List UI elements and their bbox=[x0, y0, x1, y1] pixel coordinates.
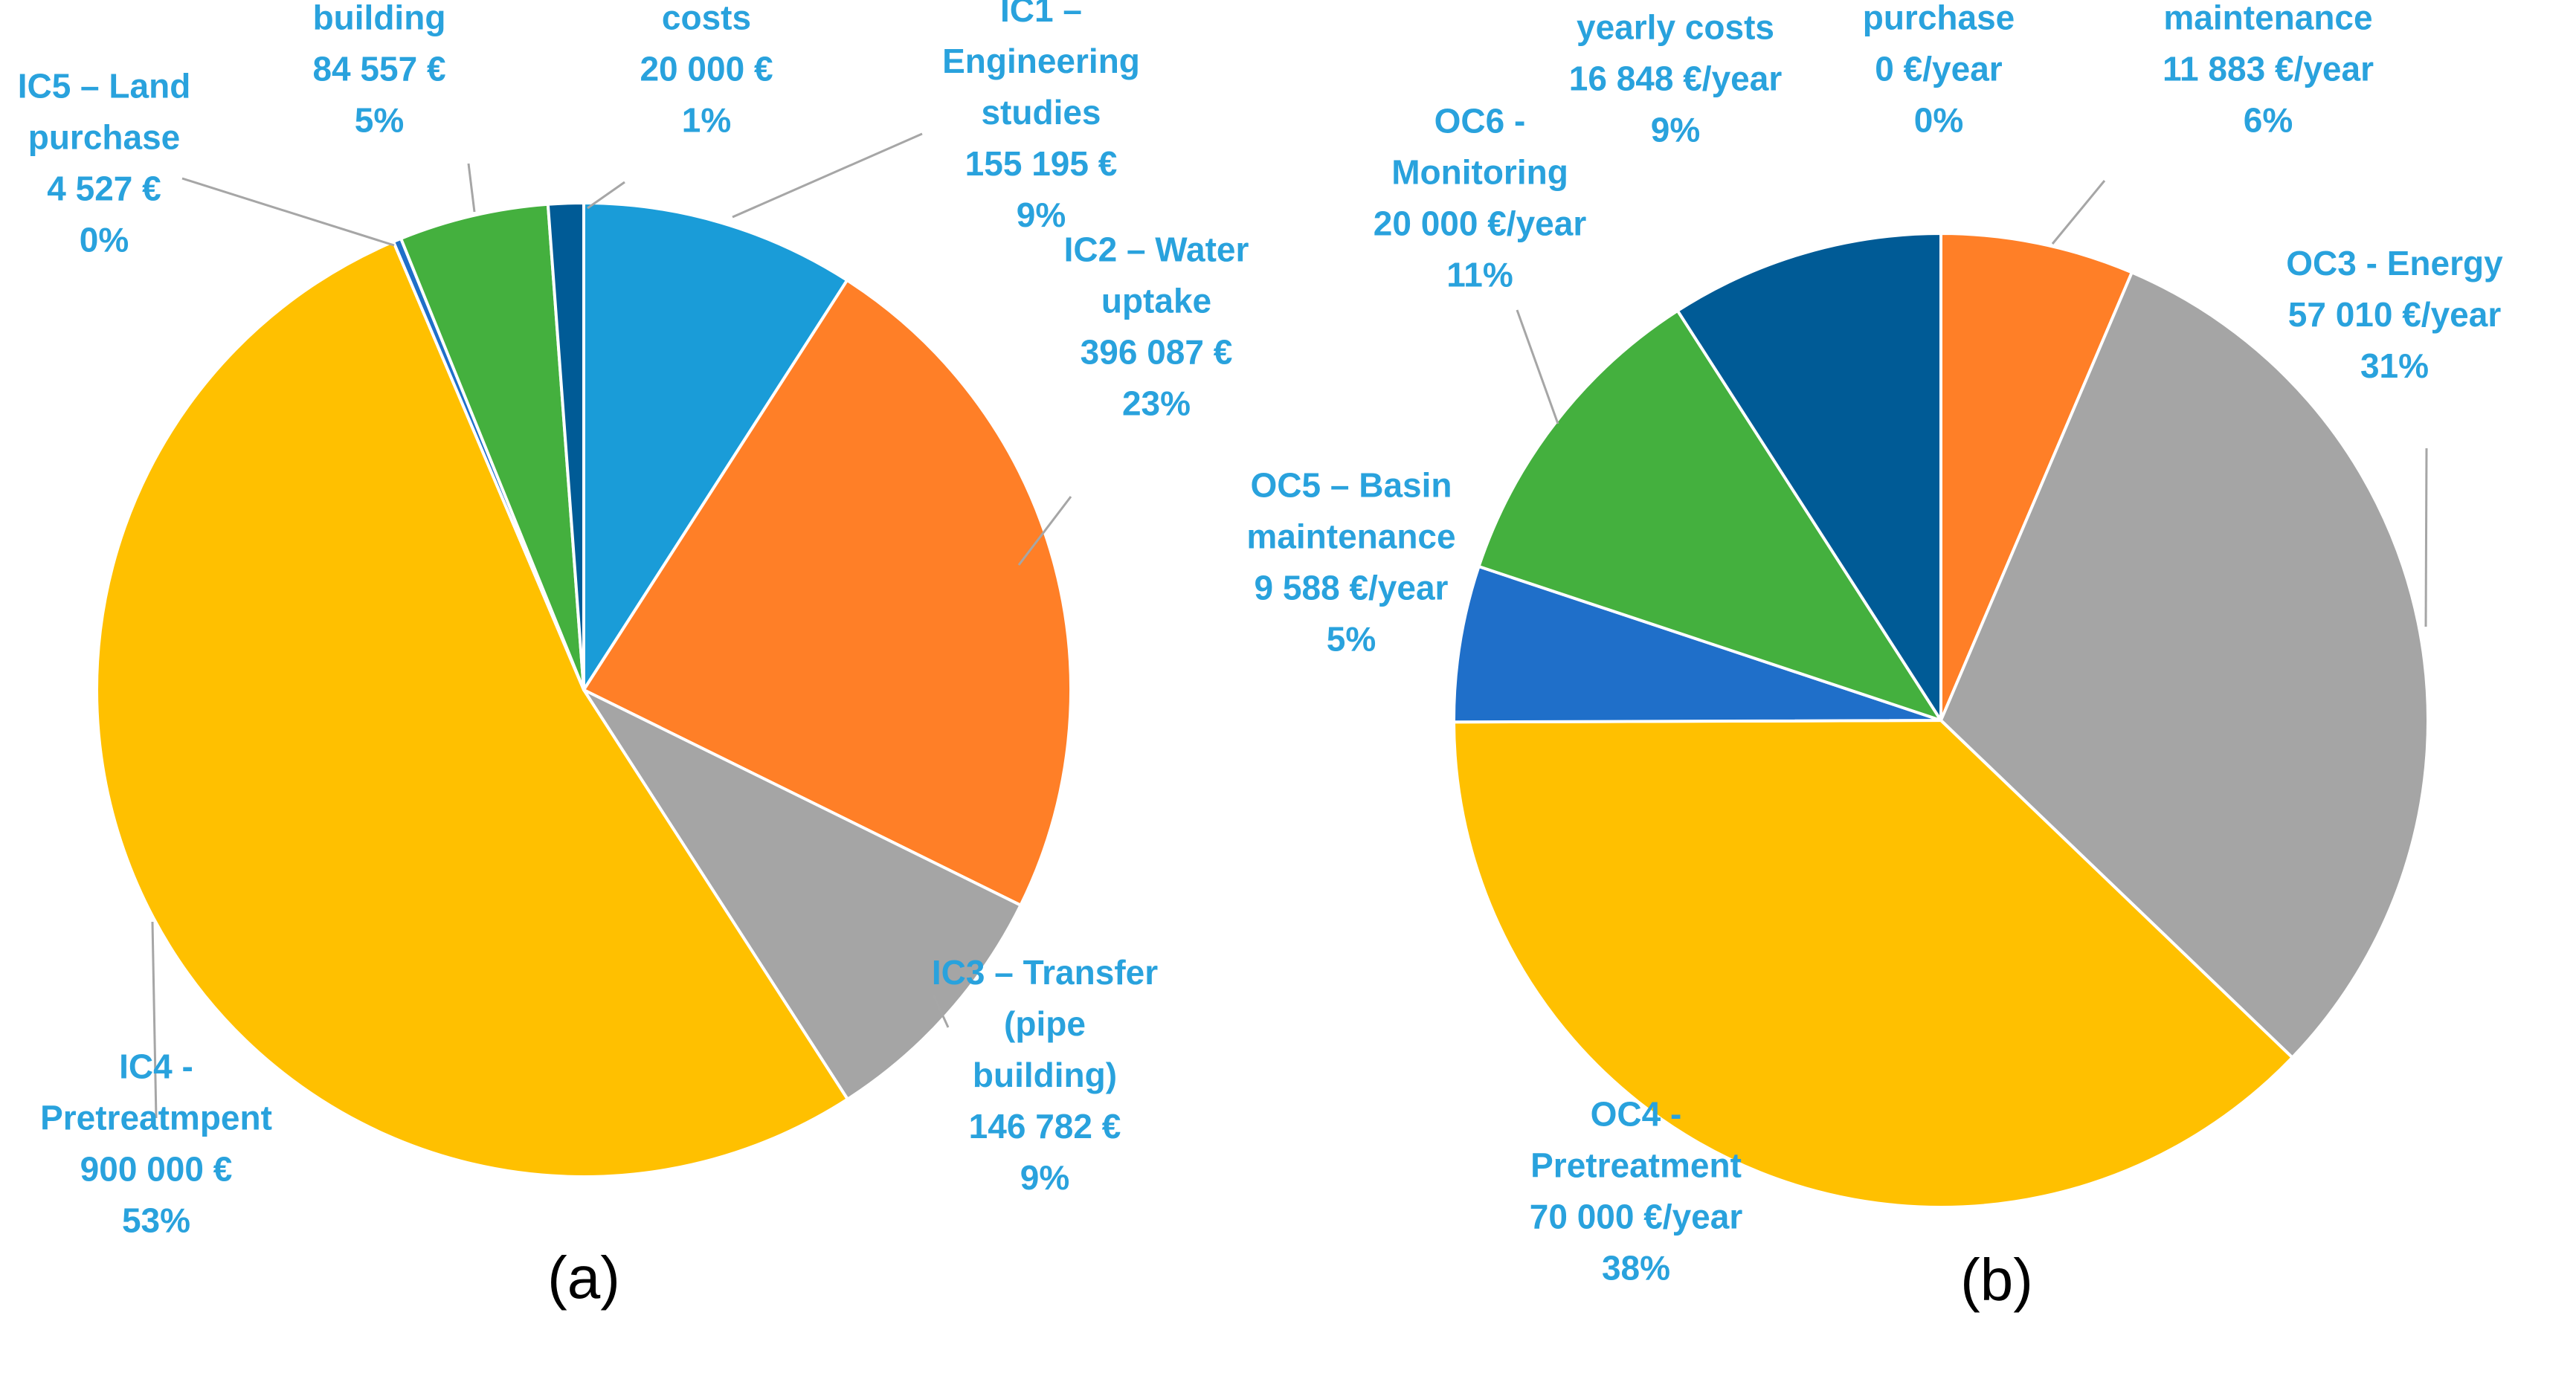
slice-name-line: Pretreatmpent bbox=[40, 1099, 272, 1137]
slice-value: 84 557 € bbox=[312, 50, 445, 88]
pie-slice-ic3 bbox=[582, 688, 1023, 1101]
slice-name-line: (pipe bbox=[1004, 1004, 1086, 1043]
slice-percent: 23% bbox=[1122, 384, 1191, 423]
chart-caption-b: (b) bbox=[1960, 1247, 2033, 1313]
slice-name-line: IC4 - bbox=[119, 1047, 193, 1086]
pie-slice-ic7 bbox=[546, 201, 585, 691]
leader-line-ic7 bbox=[587, 181, 625, 210]
slice-name-line: maintenance bbox=[2163, 0, 2372, 37]
slice-name-line: maintenance bbox=[1246, 517, 1455, 556]
slice-name-line: studies bbox=[981, 93, 1101, 132]
data-label-oc3: OC3 - Energy 57 010 €/year 31% bbox=[2286, 244, 2503, 385]
slice-value: 57 010 €/year bbox=[2288, 295, 2502, 334]
data-label-ic3: IC3 – Transfer (pipe building) 146 782 € 9% bbox=[932, 953, 1158, 1197]
slice-name-line: IC2 – Water bbox=[1064, 230, 1249, 269]
slice-name-line: uptake bbox=[1101, 282, 1211, 320]
leader-line-ic5 bbox=[181, 177, 395, 247]
pie-slice-oc5 bbox=[1452, 565, 1942, 724]
leader-line-ic1 bbox=[732, 132, 923, 219]
slice-name-line: OC6 - bbox=[1434, 102, 1526, 141]
pie-slice-oc2 bbox=[1939, 232, 2134, 722]
slice-name-line: IC1 – bbox=[1000, 0, 1082, 29]
slice-value: 900 000 € bbox=[80, 1150, 233, 1189]
slice-value: 155 195 € bbox=[965, 144, 1118, 183]
data-label-ic5: IC5 – Land purchase 4 527 € 0% bbox=[18, 67, 191, 259]
slice-value: 4 527 € bbox=[47, 169, 161, 208]
slice-name-line: purchase bbox=[1863, 0, 2015, 37]
pie-slice-ic6 bbox=[399, 202, 585, 691]
slice-percent: 31% bbox=[2360, 346, 2429, 385]
slice-name-line: purchase bbox=[28, 118, 181, 157]
slice-percent: 11% bbox=[1446, 256, 1513, 294]
data-label-ic2: IC2 – Water uptake 396 087 € 23% bbox=[1064, 230, 1249, 423]
chart-caption-a: (a) bbox=[547, 1244, 620, 1311]
slice-value: 70 000 €/year bbox=[1530, 1198, 1743, 1236]
slice-name-line: OC5 – Basin bbox=[1251, 466, 1452, 505]
pie-slice-oc7 bbox=[1675, 232, 1942, 722]
data-label-ic1: IC1 – Engineering studies 155 195 € 9% bbox=[942, 0, 1140, 234]
slice-percent: 0% bbox=[1914, 101, 1963, 140]
leader-line-ic4 bbox=[151, 921, 158, 1119]
slice-percent: 38% bbox=[1602, 1249, 1670, 1288]
slice-value: 9 588 €/year bbox=[1255, 569, 1449, 607]
slice-name-line: Pretreatment bbox=[1530, 1146, 1742, 1185]
pie-slice-oc4 bbox=[1452, 719, 2294, 1209]
slice-percent: 1% bbox=[682, 101, 731, 140]
leader-line-oc3 bbox=[2424, 448, 2428, 627]
slice-name-line: IC5 – Land bbox=[18, 67, 191, 106]
slice-name-line: costs bbox=[662, 0, 751, 37]
slice-percent: 53% bbox=[122, 1201, 190, 1240]
slice-name-line: IC3 – Transfer bbox=[932, 953, 1158, 992]
slice-value: 16 848 €/year bbox=[1569, 59, 1783, 98]
leader-line-ic3 bbox=[932, 994, 950, 1028]
data-label-ic7: IC7 – Othercosts20 000 €1% bbox=[615, 0, 798, 140]
data-label-ic6: IC6 – Basinbuilding84 557 €5% bbox=[287, 0, 471, 140]
slice-percent: 9% bbox=[1017, 196, 1066, 234]
slice-name-line: building) bbox=[973, 1056, 1117, 1094]
slice-percent: 5% bbox=[1327, 620, 1376, 659]
data-label-ic4: IC4 - Pretreatmpent 900 000 € 53% bbox=[40, 1047, 272, 1240]
slice-name-line: OC4 - bbox=[1591, 1095, 1682, 1134]
slice-value: 146 782 € bbox=[969, 1107, 1121, 1146]
data-label-oc4: OC4 - Pretreatment 70 000 €/year 38% bbox=[1530, 1095, 1743, 1288]
slice-percent: 5% bbox=[355, 101, 404, 140]
slice-name-line: yearly costs bbox=[1577, 8, 1774, 47]
pie-slice-ic1 bbox=[582, 201, 849, 691]
leader-line-oc6 bbox=[1516, 309, 1559, 424]
slice-name-line: building bbox=[313, 0, 446, 37]
slice-value: 20 000 €/year bbox=[1374, 204, 1587, 243]
slice-percent: 0% bbox=[80, 221, 129, 259]
slice-percent: 9% bbox=[1020, 1158, 1069, 1197]
slice-name-line: Monitoring bbox=[1391, 153, 1568, 192]
slice-value: 0 €/year bbox=[1875, 50, 2002, 88]
slice-name-line: Engineering bbox=[942, 42, 1140, 80]
leader-line-oc2 bbox=[2051, 180, 2106, 245]
slice-percent: 9% bbox=[1651, 111, 1700, 149]
data-label-oc6: OC6 - Monitoring 20 000 €/year 11% bbox=[1374, 102, 1587, 294]
pie-slice-oc3 bbox=[1939, 271, 2430, 1059]
data-label-oc5: OC5 – Basin maintenance 9 588 €/year 5% bbox=[1246, 466, 1455, 659]
leader-line-ic2 bbox=[1017, 496, 1072, 566]
leader-line-ic6 bbox=[467, 163, 476, 213]
pie-slice-ic4 bbox=[95, 240, 849, 1178]
slice-value: 396 087 € bbox=[1081, 333, 1233, 372]
slice-value: 20 000 € bbox=[640, 50, 773, 88]
pie-chart-a: IC1 – Engineering studies 155 195 €9%IC2 – … bbox=[18, 0, 1249, 1311]
slice-name-line: OC3 - Energy bbox=[2286, 244, 2503, 282]
slice-percent: 6% bbox=[2244, 101, 2293, 140]
slice-value: 11 883 €/year bbox=[2163, 50, 2374, 88]
